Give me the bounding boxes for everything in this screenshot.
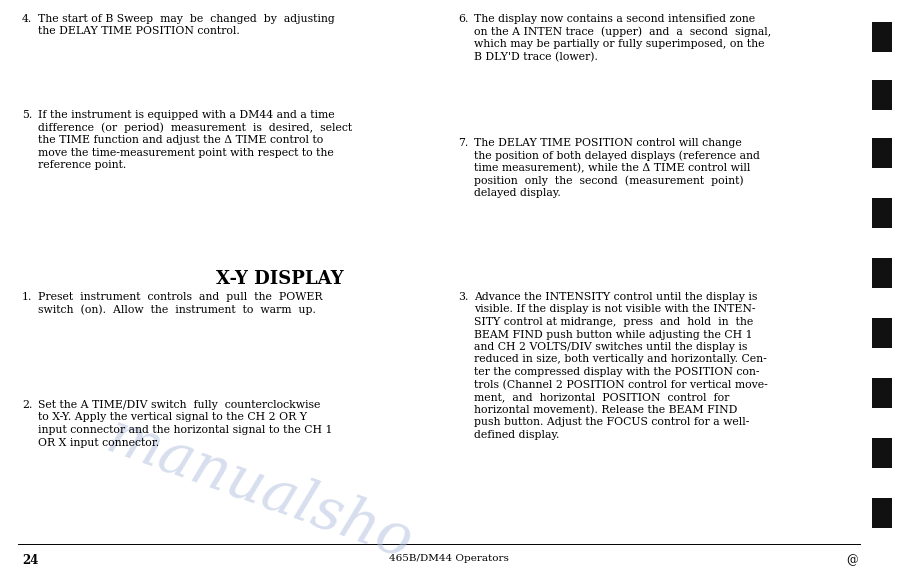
Text: 7.: 7. (458, 138, 468, 148)
Text: switch  (on).  Allow  the  instrument  to  warm  up.: switch (on). Allow the instrument to war… (38, 304, 316, 315)
Text: push button. Adjust the FOCUS control for a well-: push button. Adjust the FOCUS control fo… (474, 417, 750, 427)
Text: difference  (or  period)  measurement  is  desired,  select: difference (or period) measurement is de… (38, 122, 352, 133)
Text: 4.: 4. (22, 14, 32, 24)
Text: the DELAY TIME POSITION control.: the DELAY TIME POSITION control. (38, 26, 240, 37)
Text: on the A INTEN trace  (upper)  and  a  second  signal,: on the A INTEN trace (upper) and a secon… (474, 26, 771, 37)
Text: Preset  instrument  controls  and  pull  the  POWER: Preset instrument controls and pull the … (38, 292, 323, 302)
Bar (872, 498, 892, 528)
Text: trols (Channel 2 POSITION control for vertical move-: trols (Channel 2 POSITION control for ve… (474, 379, 768, 390)
Text: to X-Y. Apply the vertical signal to the CH 2 OR Y: to X-Y. Apply the vertical signal to the… (38, 412, 307, 423)
Text: 2.: 2. (22, 400, 32, 410)
Text: 6.: 6. (458, 14, 468, 24)
Bar (872, 80, 892, 110)
Text: reference point.: reference point. (38, 160, 126, 170)
Text: visible. If the display is not visible with the INTEN-: visible. If the display is not visible w… (474, 304, 755, 315)
Text: delayed display.: delayed display. (474, 188, 561, 198)
Text: 3.: 3. (458, 292, 468, 302)
Text: defined display.: defined display. (474, 430, 559, 439)
Text: the TIME function and adjust the Δ TIME control to: the TIME function and adjust the Δ TIME … (38, 135, 324, 145)
Text: time measurement), while the Δ TIME control will: time measurement), while the Δ TIME cont… (474, 163, 751, 173)
Text: horizontal movement). Release the BEAM FIND: horizontal movement). Release the BEAM F… (474, 404, 737, 415)
Text: 465B/DM44 Operators: 465B/DM44 Operators (389, 554, 509, 563)
Text: If the instrument is equipped with a DM44 and a time: If the instrument is equipped with a DM4… (38, 110, 334, 120)
Bar (872, 138, 892, 168)
Text: the position of both delayed displays (reference and: the position of both delayed displays (r… (474, 150, 760, 161)
Text: SITY control at midrange,  press  and  hold  in  the: SITY control at midrange, press and hold… (474, 317, 753, 327)
Bar (872, 318, 892, 348)
Text: input connector and the horizontal signal to the CH 1: input connector and the horizontal signa… (38, 425, 333, 435)
Text: X-Y DISPLAY: X-Y DISPLAY (216, 270, 343, 288)
Text: The display now contains a second intensified zone: The display now contains a second intens… (474, 14, 755, 24)
Bar (872, 258, 892, 288)
Text: manualsho: manualsho (99, 408, 421, 571)
Text: The DELAY TIME POSITION control will change: The DELAY TIME POSITION control will cha… (474, 138, 742, 148)
Text: which may be partially or fully superimposed, on the: which may be partially or fully superimp… (474, 39, 764, 49)
Bar (872, 22, 892, 52)
Text: 1.: 1. (22, 292, 32, 302)
Text: ter the compressed display with the POSITION con-: ter the compressed display with the POSI… (474, 367, 760, 377)
Text: BEAM FIND push button while adjusting the CH 1: BEAM FIND push button while adjusting th… (474, 329, 752, 340)
Bar (872, 438, 892, 468)
Text: and CH 2 VOLTS/DIV switches until the display is: and CH 2 VOLTS/DIV switches until the di… (474, 342, 747, 352)
Text: ment,  and  horizontal  POSITION  control  for: ment, and horizontal POSITION control fo… (474, 392, 729, 402)
Text: reduced in size, both vertically and horizontally. Cen-: reduced in size, both vertically and hor… (474, 355, 767, 364)
Text: OR X input connector.: OR X input connector. (38, 438, 159, 447)
Text: @: @ (846, 554, 858, 567)
Text: B DLY'D trace (lower).: B DLY'D trace (lower). (474, 51, 598, 62)
Text: 5.: 5. (22, 110, 32, 120)
Bar (872, 378, 892, 408)
Text: position  only  the  second  (measurement  point): position only the second (measurement po… (474, 176, 743, 186)
Text: The start of B Sweep  may  be  changed  by  adjusting: The start of B Sweep may be changed by a… (38, 14, 334, 24)
Text: 24: 24 (22, 554, 39, 567)
Text: move the time-measurement point with respect to the: move the time-measurement point with res… (38, 148, 334, 157)
Text: Advance the INTENSITY control until the display is: Advance the INTENSITY control until the … (474, 292, 757, 302)
Text: Set the A TIME/DIV switch  fully  counterclockwise: Set the A TIME/DIV switch fully counterc… (38, 400, 320, 410)
Bar (872, 198, 892, 228)
